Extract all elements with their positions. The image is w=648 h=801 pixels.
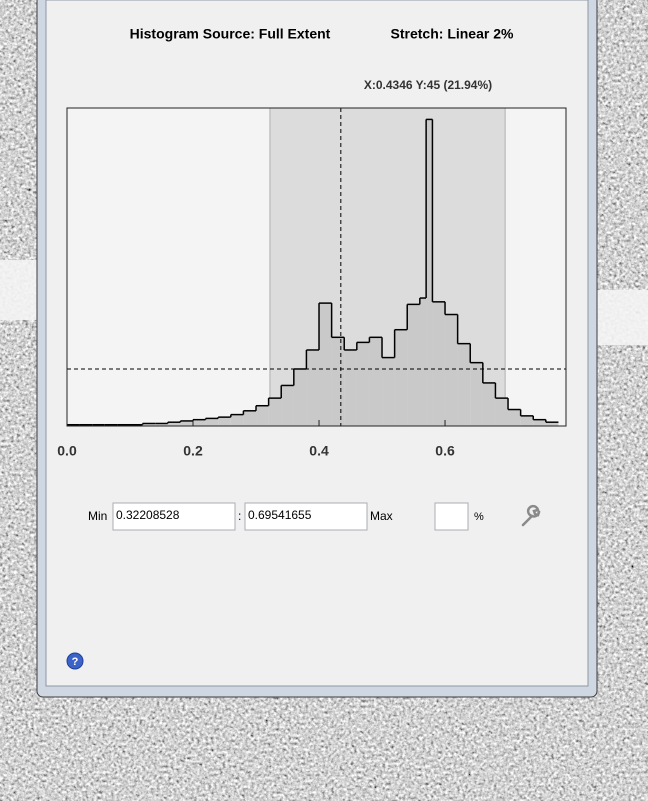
map-road (0, 260, 40, 320)
histogram-bar (319, 303, 332, 426)
histogram-bar (306, 350, 319, 426)
x-tick-label: 0.4 (309, 443, 329, 459)
histogram-bar (357, 342, 370, 426)
histogram-bar (508, 410, 521, 426)
histogram-bar (445, 315, 458, 426)
histogram-bar (281, 385, 294, 426)
separator: : (238, 509, 241, 523)
histogram-bar (533, 420, 546, 426)
histogram-bar (256, 406, 269, 426)
histogram-bar (243, 411, 256, 426)
x-tick-label: 0.2 (183, 443, 203, 459)
help-glyph: ? (72, 656, 79, 668)
histogram-bar (432, 302, 445, 426)
help-button[interactable]: ? (67, 653, 83, 669)
histogram-bar (470, 363, 483, 426)
histogram-bar (426, 119, 432, 426)
map-road (596, 290, 648, 345)
histogram-bar (294, 369, 307, 426)
histogram-bar (521, 416, 534, 426)
stretch-title: Stretch: Linear 2% (391, 26, 514, 42)
min-input-text: 0.32208528 (116, 508, 180, 522)
screen: Histogram Source: Full Extent Stretch: L… (0, 0, 648, 801)
histogram-bar (420, 298, 426, 426)
histogram-bar (180, 421, 193, 426)
histogram-bar (495, 398, 508, 426)
histogram-bar (218, 417, 231, 426)
histogram-bar (395, 330, 408, 426)
x-tick-label: 0.0 (57, 443, 77, 459)
histogram-bar (344, 350, 357, 426)
page: Histogram Source: Full Extent Stretch: L… (0, 0, 648, 801)
percent-label: % (474, 511, 484, 523)
histogram-bar (231, 415, 244, 426)
histogram-bar (483, 383, 496, 426)
histogram-bar (407, 304, 420, 426)
source-title: Histogram Source: Full Extent (130, 26, 331, 42)
histogram-bar (382, 358, 395, 426)
x-tick-label: 0.6 (435, 443, 455, 459)
max-input-text: 0.69541655 (248, 508, 312, 522)
min-label: Min (88, 509, 107, 523)
histogram-bar (193, 420, 206, 426)
percent-input[interactable] (435, 503, 468, 530)
max-label: Max (370, 509, 393, 523)
cursor-readout: X:0.4346 Y:45 (21.94%) (364, 78, 492, 92)
histogram-bar (269, 398, 282, 426)
histogram-bar (206, 418, 219, 426)
histogram-bar (369, 337, 382, 426)
histogram-bar (332, 337, 345, 426)
histogram-bar (458, 344, 471, 426)
